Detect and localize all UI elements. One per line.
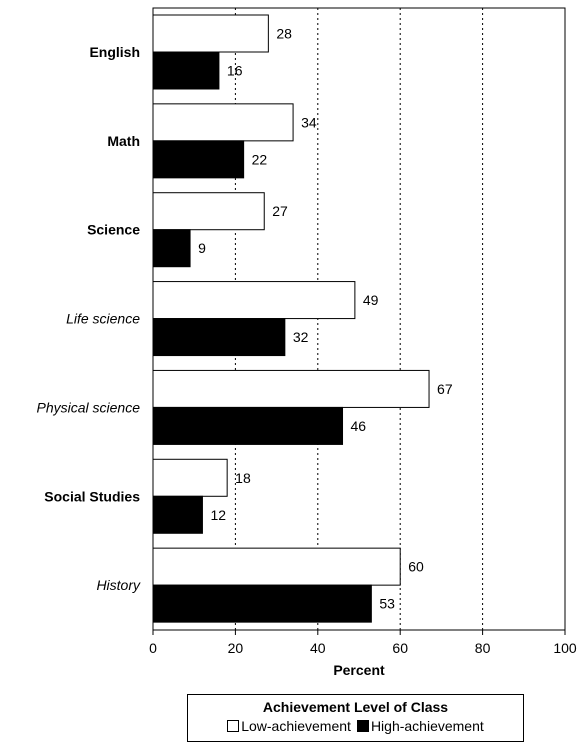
legend-label-low: Low-achievement — [241, 718, 351, 734]
data-label: 60 — [408, 559, 424, 575]
bar-high — [152, 140, 245, 179]
category-label: History — [96, 577, 141, 593]
bar-low — [152, 103, 294, 142]
data-label: 49 — [363, 292, 379, 308]
bar-high — [152, 318, 286, 357]
legend-swatch-low — [227, 720, 240, 732]
data-label: 67 — [437, 381, 453, 397]
bar-low — [152, 369, 430, 408]
x-tick-label: 0 — [149, 640, 157, 656]
x-tick-label: 20 — [228, 640, 244, 656]
x-axis-title: Percent — [333, 662, 385, 678]
bar-high — [152, 584, 372, 623]
data-label: 12 — [210, 507, 226, 523]
bar-high — [152, 51, 220, 90]
bar-low — [152, 14, 269, 53]
bars: 28 16 34 22 27 9 49 32 67 46 18 12 60 53 — [152, 14, 453, 623]
data-label: 27 — [272, 203, 288, 219]
category-label: Physical science — [37, 399, 141, 415]
legend-item-low: Low-achievement — [227, 717, 351, 735]
data-label: 34 — [301, 114, 317, 130]
bar-high — [152, 406, 344, 445]
data-label: 16 — [227, 63, 243, 79]
legend-label-high: High-achievement — [370, 718, 484, 734]
category-label: Science — [87, 222, 140, 238]
data-label: 28 — [276, 26, 292, 42]
bar-low — [152, 192, 265, 231]
x-tick-label: 100 — [553, 640, 577, 656]
x-tick-label: 40 — [310, 640, 326, 656]
x-tick-label: 60 — [392, 640, 408, 656]
data-label: 46 — [351, 418, 367, 434]
bar-high — [152, 495, 203, 534]
data-label: 32 — [293, 329, 309, 345]
bar-low — [152, 547, 401, 586]
bar-chart: 28 16 34 22 27 9 49 32 67 46 18 12 60 53 English Math S… — [37, 7, 577, 678]
data-label: 53 — [379, 596, 395, 612]
bar-high — [152, 229, 191, 268]
legend: Achievement Level of Class Low-achieveme… — [187, 694, 524, 742]
legend-title: Achievement Level of Class — [262, 699, 449, 715]
data-label: 22 — [252, 151, 268, 167]
x-tick-label: 80 — [475, 640, 491, 656]
legend-swatch-high — [356, 720, 369, 732]
category-label: Social Studies — [44, 488, 140, 504]
legend-item-high: High-achievement — [356, 717, 484, 735]
data-label: 9 — [198, 240, 206, 256]
plot-frame — [152, 7, 566, 631]
category-label: Life science — [66, 311, 140, 327]
plot-border — [152, 7, 566, 631]
bar-low — [152, 458, 228, 497]
category-label: English — [89, 44, 140, 60]
bar-low — [152, 281, 356, 320]
category-label: Math — [107, 133, 140, 149]
data-label: 18 — [235, 470, 251, 486]
category-labels: English Math Science Life science Physical s… — [37, 44, 141, 593]
x-axis: 0 20 40 60 80 100 — [149, 630, 577, 656]
